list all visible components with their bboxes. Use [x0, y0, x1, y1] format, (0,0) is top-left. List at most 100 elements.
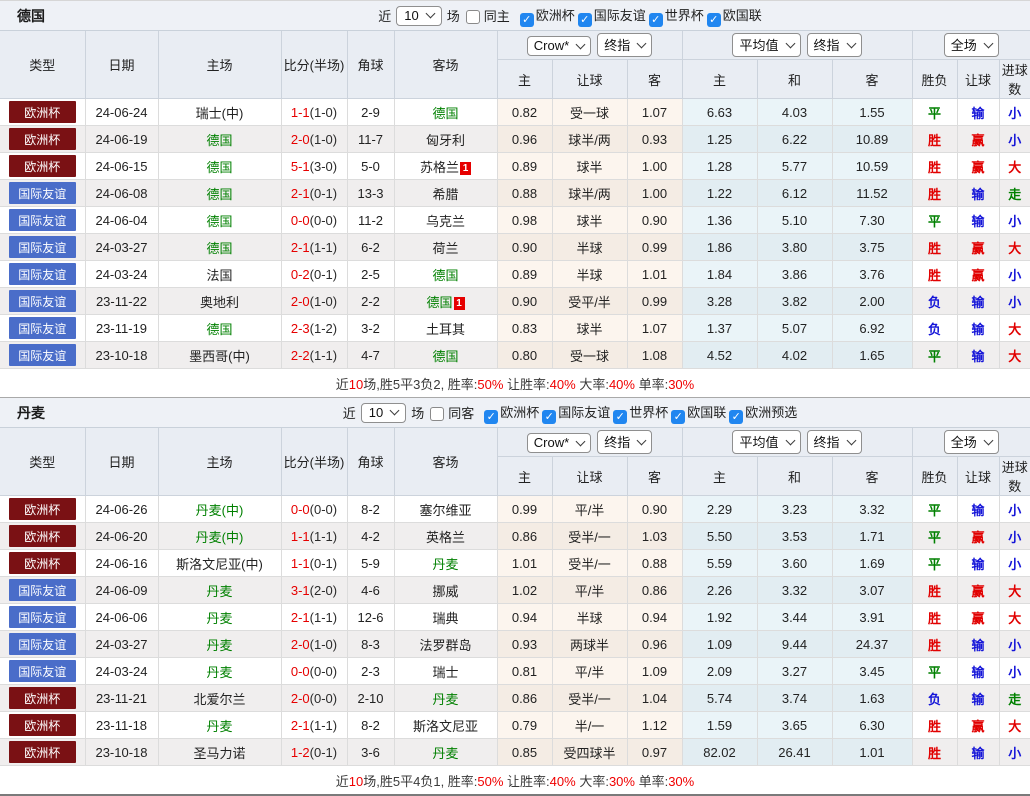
full-match-select[interactable]: 全场	[943, 33, 999, 57]
corner-cell: 4-2	[346, 522, 395, 550]
card-count-badge: 1	[453, 296, 465, 310]
result-cell: 胜	[911, 233, 958, 261]
halftime-score: (1-2)	[309, 320, 338, 336]
avg-home-cell: 5.59	[681, 549, 758, 577]
home-team-cell: 丹麦	[157, 603, 282, 631]
handicap-cell: 半球	[551, 233, 628, 261]
avg-away-cell: 1.71	[831, 522, 913, 550]
avg-draw-cell: 3.65	[756, 711, 833, 739]
avg-draw-cell: 4.03	[756, 98, 833, 126]
score-cell: 2-1(1-1)	[280, 711, 348, 739]
competition-checkbox[interactable]: ✓	[542, 409, 557, 424]
avg-value-select[interactable]: 平均值	[732, 430, 801, 454]
competition-type-badge: 欧洲杯	[9, 714, 76, 736]
match-row: 国际友谊 24-06-09 丹麦 3-1(2-0) 4-6 挪威 1.02 平/半 0.86 2.…	[0, 576, 1030, 604]
home-odds-cell: 1.02	[496, 576, 553, 604]
score-cell: 1-1(1-0)	[280, 98, 348, 126]
competition-filter[interactable]: ✓ 欧国联	[706, 5, 762, 27]
column-header: 比分(半场)	[280, 428, 348, 496]
match-row: 欧洲杯 23-11-18 丹麦 2-1(1-1) 8-2 斯洛文尼亚 0.79 半/一 1.12…	[0, 711, 1030, 739]
section-title-bar: 德国近 10 场同主 ✓ 欧洲杯 ✓ 国际友谊 ✓ 世界杯 ✓ 欧国联	[0, 1, 1030, 31]
score-cell: 2-1(1-1)	[280, 603, 348, 631]
competition-filter[interactable]: ✓ 世界杯	[613, 402, 668, 424]
competition-filter[interactable]: ✓ 欧洲杯	[519, 5, 575, 27]
corner-cell: 2-3	[346, 657, 395, 685]
full-match-select[interactable]: 全场	[943, 430, 999, 454]
sub-header: 客	[831, 456, 913, 496]
final-index-select[interactable]: 终指	[597, 33, 653, 57]
avg-away-cell: 3.91	[831, 603, 913, 631]
competition-checkbox[interactable]: ✓	[706, 12, 721, 27]
summary-value: 30%	[668, 376, 695, 392]
handicap-cell: 受半/一	[551, 522, 628, 550]
score-cell: 2-0(1-0)	[280, 630, 348, 658]
home-team-name: 丹麦(中)	[195, 529, 244, 545]
competition-filter[interactable]: ✓ 欧国联	[671, 402, 726, 424]
avg-home-cell: 5.74	[681, 684, 758, 712]
competition-type-badge: 国际友谊	[9, 290, 76, 312]
final-index-select[interactable]: 终指	[806, 430, 862, 454]
competition-checkbox[interactable]: ✓	[484, 409, 499, 424]
final-index-select[interactable]: 终指	[806, 33, 862, 57]
date-cell: 24-06-08	[84, 179, 159, 207]
competition-label: 国际友谊	[593, 7, 646, 23]
score-cell: 2-0(1-0)	[280, 287, 348, 315]
competition-checkbox[interactable]: ✓	[671, 409, 686, 424]
chevron-down-icon	[425, 8, 436, 19]
type-cell: 欧洲杯	[0, 98, 86, 126]
fulltime-score: 2-0	[290, 293, 310, 309]
goals-result-cell: 大	[998, 314, 1030, 342]
away-odds-cell: 1.04	[626, 684, 683, 712]
same-venue-filter[interactable]: 同主	[465, 6, 510, 25]
home-odds-cell: 0.98	[496, 206, 553, 234]
competition-checkbox[interactable]: ✓	[613, 409, 628, 424]
competition-filter[interactable]: ✓ 国际友谊	[542, 402, 610, 424]
competition-filter[interactable]: ✓ 国际友谊	[577, 5, 646, 27]
summary-row: 近10场,胜5平4负1, 胜率:50% 让胜率:40% 大率:30% 单率:30…	[0, 765, 1030, 794]
date-cell: 24-03-27	[84, 630, 159, 658]
competition-checkbox[interactable]: ✓	[648, 12, 663, 27]
same-venue-checkbox[interactable]	[465, 10, 480, 24]
sub-header: 胜负	[911, 59, 958, 99]
competition-checkbox[interactable]: ✓	[519, 12, 534, 27]
avg-draw-cell: 4.02	[756, 341, 833, 369]
date-cell: 24-06-09	[84, 576, 159, 604]
competition-filter[interactable]: ✓ 欧洲预选	[729, 402, 797, 424]
type-cell: 欧洲杯	[0, 711, 86, 739]
home-team-cell: 丹麦	[157, 657, 282, 685]
result-cell: 胜	[911, 576, 958, 604]
handicap-result-cell: 赢	[956, 522, 1000, 550]
team-section: 德国近 10 场同主 ✓ 欧洲杯 ✓ 国际友谊 ✓ 世界杯 ✓ 欧国联 类型 日期 主场 比分(半场) 角球客…	[0, 1, 1030, 397]
final-index-select[interactable]: 终指	[597, 430, 653, 454]
competition-type-badge: 国际友谊	[9, 263, 76, 285]
result-cell: 胜	[911, 152, 958, 180]
date-cell: 24-06-26	[84, 495, 159, 523]
same-venue-filter[interactable]: 同客	[430, 403, 474, 422]
select-value: 平均值	[739, 38, 779, 53]
same-venue-checkbox[interactable]	[430, 407, 445, 421]
recent-count-select[interactable]: 10	[360, 402, 407, 423]
competition-checkbox[interactable]: ✓	[577, 12, 592, 27]
handicap-result-cell: 赢	[956, 260, 1000, 288]
match-row: 国际友谊 24-03-27 德国 2-1(1-1) 6-2 荷兰 0.90 半球 0.99 1.8…	[0, 233, 1030, 261]
competition-label: 欧国联	[722, 7, 762, 23]
halftime-score: (1-1)	[309, 239, 338, 255]
goals-result-cell: 小	[998, 657, 1030, 685]
crow-provider-select[interactable]: Crow*	[526, 433, 592, 453]
halftime-score: (3-0)	[309, 158, 338, 174]
home-team-name: 丹麦	[206, 637, 233, 653]
handicap-cell: 受一球	[551, 98, 628, 126]
competition-filter[interactable]: ✓ 欧洲杯	[484, 402, 539, 424]
crow-provider-select[interactable]: Crow*	[526, 36, 592, 56]
column-header: 日期	[84, 428, 159, 496]
away-team-cell: 瑞士	[393, 657, 498, 685]
recent-count-select[interactable]: 10	[396, 5, 442, 26]
competition-filter[interactable]: ✓ 世界杯	[648, 5, 704, 27]
select-value: 终指	[604, 435, 631, 450]
avg-value-select[interactable]: 平均值	[732, 33, 801, 57]
avg-home-cell: 2.26	[681, 576, 758, 604]
corner-cell: 13-3	[346, 179, 395, 207]
result-cell: 平	[911, 98, 958, 126]
away-team-name: 匈牙利	[425, 132, 465, 148]
competition-checkbox[interactable]: ✓	[729, 409, 744, 424]
